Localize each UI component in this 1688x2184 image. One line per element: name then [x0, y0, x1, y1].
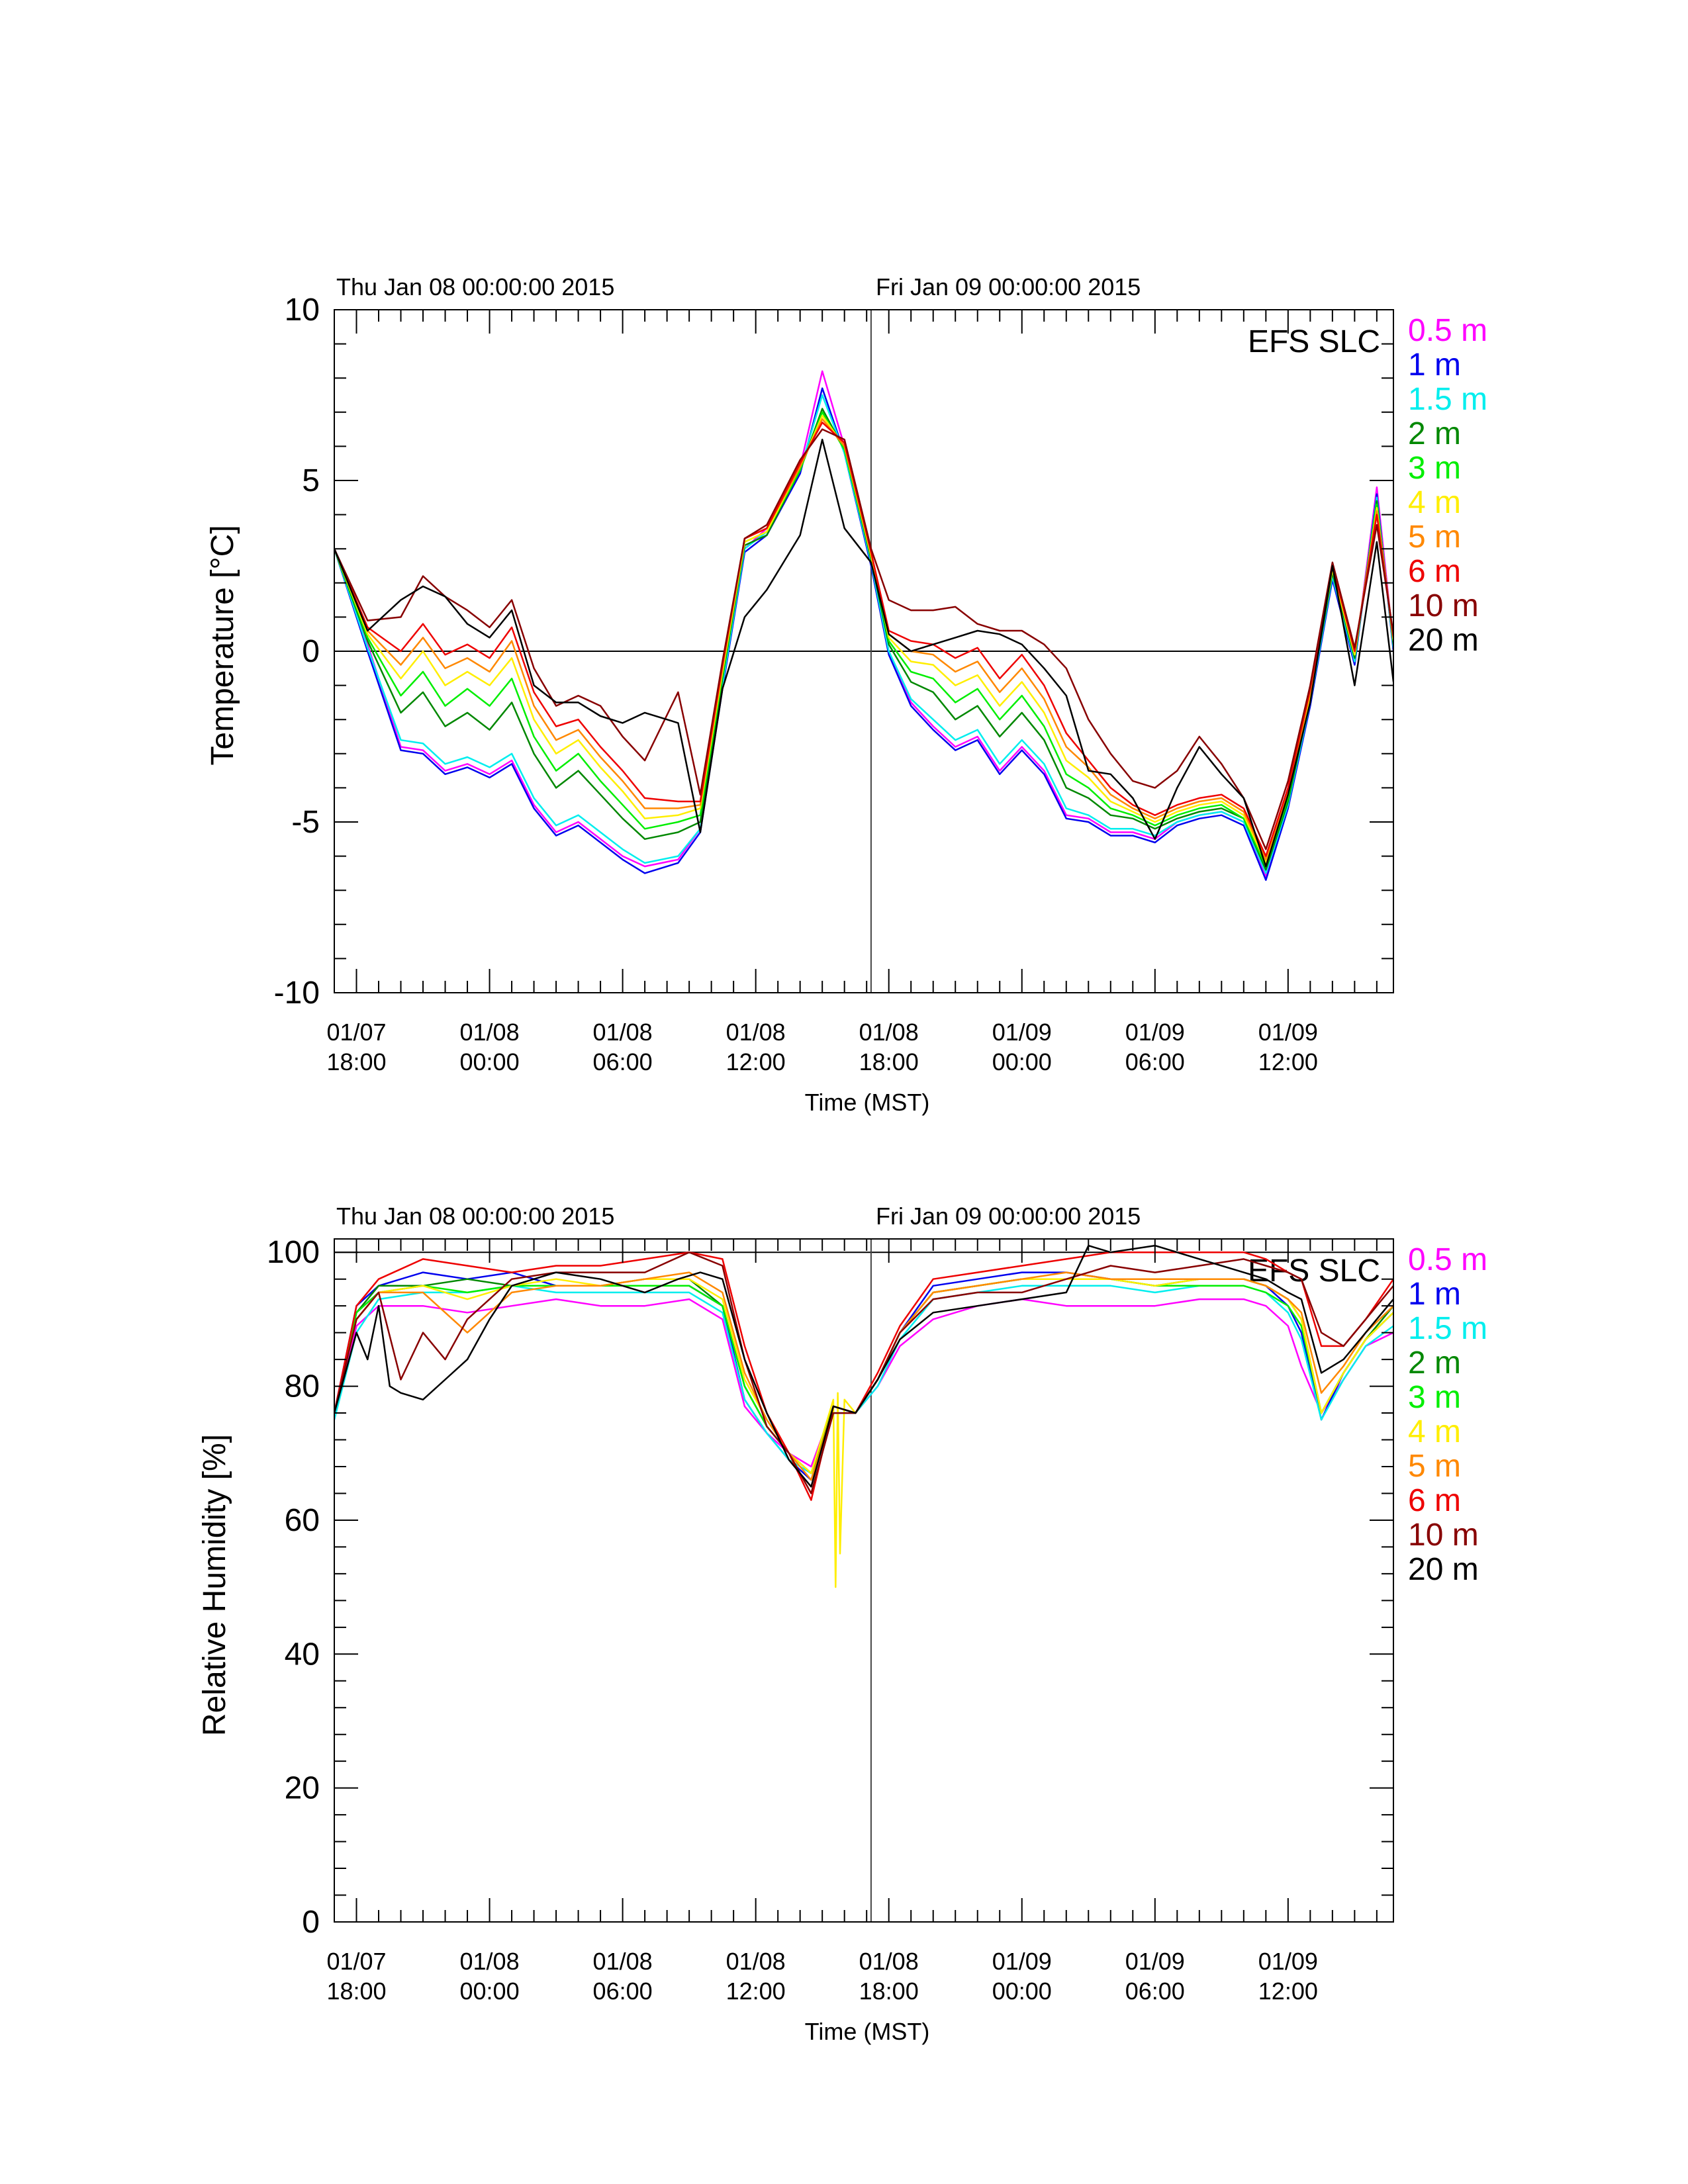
temperature-x-tick-label-time: 00:00 — [992, 1048, 1052, 1075]
temperature-panel: Thu Jan 08 00:00:00 2015 Fri Jan 09 00:0… — [205, 273, 1487, 1116]
temperature-x-tick-label-time: 00:00 — [460, 1048, 520, 1075]
temperature-legend-entry: 10 m — [1408, 588, 1479, 623]
temperature-x-tick-label-time: 18:00 — [326, 1048, 386, 1075]
humidity-series-group — [334, 1244, 1393, 1588]
humidity-series-6-mline — [334, 1251, 1393, 1501]
humidity-y-tick-label: 40 — [285, 1637, 320, 1672]
humidity-x-tick-label-date: 01/08 — [593, 1948, 653, 1975]
humidity-series-20-mline — [334, 1244, 1393, 1488]
temperature-y-tick-label: -5 — [291, 805, 320, 840]
humidity-x-tick-label-date: 01/08 — [726, 1948, 786, 1975]
temperature-x-tick-label-date: 01/08 — [726, 1019, 786, 1046]
temperature-legend-entry: 1 m — [1408, 347, 1461, 383]
humidity-plot-frame — [334, 1238, 1394, 1923]
humidity-title-right: Fri Jan 09 00:00:00 2015 — [876, 1203, 1141, 1230]
temperature-legend-entry: 6 m — [1408, 554, 1461, 589]
humidity-x-tick-label-date: 01/09 — [1258, 1948, 1318, 1975]
humidity-legend-entry: 1.5 m — [1408, 1311, 1487, 1346]
humidity-legend-entry: 0.5 m — [1408, 1242, 1487, 1277]
temperature-legend-entry: 20 m — [1408, 623, 1479, 658]
temperature-y-tick-label: 0 — [302, 634, 320, 669]
humidity-x-tick-label-time: 18:00 — [326, 1978, 386, 2005]
temperature-x-tick-label-time: 18:00 — [859, 1048, 919, 1075]
humidity-x-tick-label-time: 12:00 — [726, 1978, 786, 2005]
temperature-x-tick-label-time: 12:00 — [1258, 1048, 1318, 1075]
temperature-legend-entry: 0.5 m — [1408, 313, 1487, 348]
humidity-legend-entry: 5 m — [1408, 1449, 1461, 1484]
humidity-legend-entry: 4 m — [1408, 1414, 1461, 1449]
temperature-legend-entry: 2 m — [1408, 416, 1461, 451]
humidity-y-tick-label: 0 — [302, 1905, 320, 1940]
temperature-series-4-mline — [334, 414, 1393, 864]
temperature-x-tick-label-time: 06:00 — [593, 1048, 653, 1075]
humidity-legend-entry: 2 m — [1408, 1345, 1461, 1381]
temperature-series-2-mline — [334, 408, 1393, 871]
temperature-series-1-5-mline — [334, 394, 1393, 874]
temperature-x-tick-label-date: 01/09 — [1125, 1019, 1185, 1046]
temperature-x-tick-label-date: 01/08 — [460, 1019, 520, 1046]
humidity-legend-entry: 20 m — [1408, 1552, 1479, 1587]
humidity-x-tick-label-date: 01/07 — [326, 1948, 386, 1975]
humidity-x-tick-label-date: 01/08 — [460, 1948, 520, 1975]
temperature-title-right: Fri Jan 09 00:00:00 2015 — [876, 273, 1141, 300]
humidity-x-tick-label-date: 01/08 — [859, 1948, 919, 1975]
humidity-legend-entry: 6 m — [1408, 1483, 1461, 1518]
temperature-series-1-mline — [334, 387, 1393, 881]
humidity-x-tick-label-date: 01/09 — [992, 1948, 1052, 1975]
humidity-title-left: Thu Jan 08 00:00:00 2015 — [336, 1203, 614, 1230]
humidity-x-tick-label-time: 00:00 — [992, 1978, 1052, 2005]
humidity-legend-entry: 1 m — [1408, 1277, 1461, 1312]
temperature-x-tick-label-time: 06:00 — [1125, 1048, 1185, 1075]
temperature-series-group — [334, 370, 1393, 881]
temperature-title-left: Thu Jan 08 00:00:00 2015 — [336, 273, 614, 300]
humidity-x-tick-label-time: 06:00 — [593, 1978, 653, 2005]
temperature-x-tick-label-date: 01/09 — [992, 1019, 1052, 1046]
humidity-legend-entry: 3 m — [1408, 1380, 1461, 1415]
temperature-x-tick-label-date: 01/07 — [326, 1019, 386, 1046]
humidity-x-axis-label: Time (MST) — [805, 2018, 930, 2045]
humidity-y-tick-label: 60 — [285, 1503, 320, 1538]
temperature-series-3-mline — [334, 411, 1393, 868]
humidity-y-tick-label: 20 — [285, 1771, 320, 1806]
temperature-x-axis-label: Time (MST) — [805, 1089, 930, 1116]
humidity-x-tick-label-time: 06:00 — [1125, 1978, 1185, 2005]
temperature-y-tick-label: 10 — [285, 293, 320, 328]
temperature-x-tick-label-date: 01/08 — [593, 1019, 653, 1046]
temperature-series-20-mline — [334, 438, 1393, 868]
temperature-legend-entry: 1.5 m — [1408, 382, 1487, 417]
humidity-panel: Thu Jan 08 00:00:00 2015 Fri Jan 09 00:0… — [197, 1203, 1487, 2045]
humidity-y-axis-label: Relative Humidity [%] — [197, 1434, 232, 1736]
temperature-y-tick-label: -10 — [274, 976, 320, 1011]
temperature-station-label: EFS SLC — [1248, 324, 1380, 359]
temperature-x-tick-label-date: 01/08 — [859, 1019, 919, 1046]
temperature-series-10-mline — [334, 428, 1393, 850]
temperature-legend-entry: 3 m — [1408, 451, 1461, 486]
humidity-x-tick-label-date: 01/09 — [1125, 1948, 1185, 1975]
temperature-legend-entry: 5 m — [1408, 520, 1461, 555]
humidity-x-tick-label-time: 12:00 — [1258, 1978, 1318, 2005]
humidity-y-tick-label: 100 — [267, 1235, 320, 1270]
humidity-station-label: EFS SLC — [1248, 1253, 1380, 1289]
temperature-y-axis-label: Temperature [°C] — [205, 525, 240, 765]
humidity-x-tick-label-time: 18:00 — [859, 1978, 919, 2005]
temperature-x-tick-label-time: 12:00 — [726, 1048, 786, 1075]
humidity-legend-entry: 10 m — [1408, 1518, 1479, 1553]
temperature-x-tick-label-date: 01/09 — [1258, 1019, 1318, 1046]
humidity-y-tick-label: 80 — [285, 1369, 320, 1404]
temperature-y-tick-label: 5 — [302, 463, 320, 498]
humidity-x-tick-label-time: 00:00 — [460, 1978, 520, 2005]
temperature-legend-entry: 4 m — [1408, 485, 1461, 520]
humidity-series-10-mline — [334, 1251, 1393, 1494]
